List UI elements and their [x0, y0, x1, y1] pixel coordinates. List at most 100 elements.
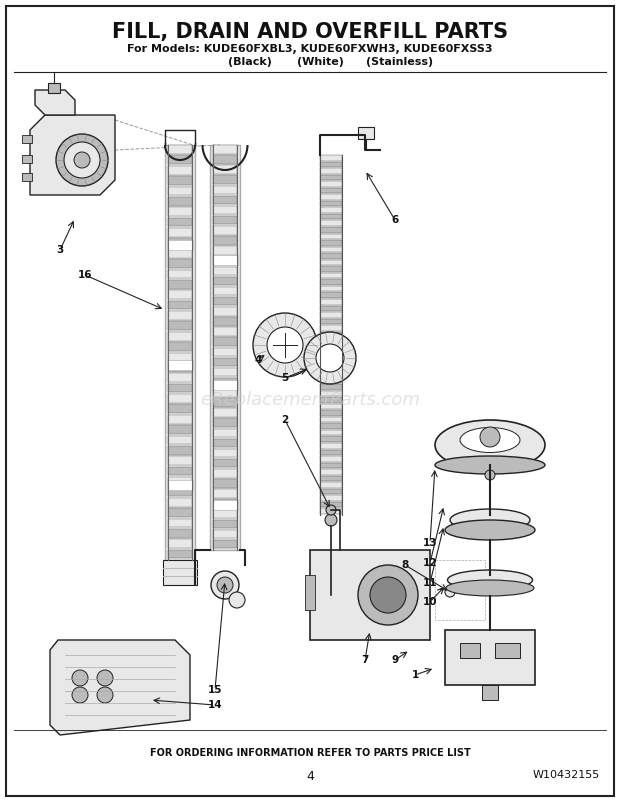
Bar: [168, 228, 192, 237]
Bar: [460, 643, 480, 658]
Bar: [168, 301, 192, 310]
Circle shape: [445, 587, 455, 597]
Text: (Stainless): (Stainless): [366, 57, 433, 67]
Bar: [320, 279, 342, 285]
Bar: [320, 233, 342, 239]
Circle shape: [358, 565, 418, 625]
Ellipse shape: [448, 570, 533, 590]
Bar: [168, 176, 192, 185]
Bar: [320, 214, 342, 220]
Text: 10: 10: [423, 597, 437, 607]
Bar: [495, 643, 520, 658]
Circle shape: [253, 313, 317, 377]
Text: 3: 3: [56, 245, 64, 255]
Bar: [168, 404, 192, 413]
Bar: [168, 519, 192, 528]
Circle shape: [304, 332, 356, 384]
Bar: [213, 236, 237, 245]
Bar: [168, 498, 192, 507]
Bar: [168, 446, 192, 455]
Bar: [168, 394, 192, 403]
Bar: [320, 247, 342, 252]
Bar: [320, 338, 342, 344]
Bar: [22, 135, 32, 143]
Text: 6: 6: [391, 215, 399, 225]
Bar: [320, 436, 342, 442]
Ellipse shape: [460, 427, 520, 452]
Bar: [320, 318, 342, 324]
Bar: [165, 145, 195, 560]
Bar: [320, 273, 342, 278]
Bar: [168, 238, 192, 247]
Bar: [168, 363, 192, 371]
Bar: [320, 208, 342, 213]
Bar: [320, 181, 342, 187]
Bar: [213, 509, 237, 518]
Bar: [168, 156, 192, 164]
Circle shape: [64, 142, 100, 178]
Bar: [320, 378, 342, 383]
Bar: [213, 347, 237, 356]
Circle shape: [74, 152, 90, 168]
Bar: [168, 549, 192, 558]
Bar: [168, 249, 192, 257]
Text: For Models: KUDE60FXBL3, KUDE60FXWH3, KUDE60FXSS3: For Models: KUDE60FXBL3, KUDE60FXWH3, KU…: [127, 44, 493, 54]
Ellipse shape: [445, 520, 535, 540]
Bar: [213, 216, 237, 225]
Bar: [210, 145, 240, 550]
Bar: [168, 456, 192, 465]
Text: 4: 4: [306, 770, 314, 783]
Circle shape: [326, 505, 336, 515]
Bar: [320, 240, 342, 245]
Bar: [320, 423, 342, 429]
Bar: [213, 489, 237, 498]
Bar: [320, 488, 342, 494]
Text: 5: 5: [281, 373, 289, 383]
Circle shape: [325, 514, 337, 526]
Bar: [213, 469, 237, 478]
Bar: [320, 496, 342, 501]
Text: (White): (White): [296, 57, 343, 67]
Bar: [168, 488, 192, 496]
Bar: [168, 373, 192, 382]
Bar: [213, 449, 237, 457]
Bar: [320, 351, 342, 357]
Bar: [213, 145, 237, 154]
Text: (Black): (Black): [228, 57, 272, 67]
Bar: [213, 428, 237, 437]
Bar: [168, 435, 192, 444]
Circle shape: [316, 344, 344, 372]
Circle shape: [229, 592, 245, 608]
Bar: [168, 529, 192, 537]
Bar: [320, 364, 342, 370]
Bar: [168, 217, 192, 226]
Text: 7: 7: [361, 655, 369, 665]
Ellipse shape: [450, 509, 530, 531]
Bar: [168, 311, 192, 320]
Bar: [168, 539, 192, 548]
Bar: [320, 260, 342, 265]
Circle shape: [97, 687, 113, 703]
Circle shape: [72, 670, 88, 686]
Bar: [213, 226, 237, 235]
Text: 8: 8: [401, 560, 409, 570]
Bar: [320, 266, 342, 272]
Bar: [168, 353, 192, 362]
Bar: [168, 332, 192, 341]
Bar: [320, 345, 342, 350]
Bar: [213, 327, 237, 336]
Bar: [320, 476, 342, 481]
Bar: [22, 173, 32, 181]
Bar: [48, 83, 60, 93]
Bar: [320, 384, 342, 390]
Bar: [320, 403, 342, 409]
Bar: [320, 358, 342, 363]
Bar: [305, 575, 315, 610]
Bar: [213, 358, 237, 367]
Bar: [168, 467, 192, 476]
Bar: [213, 419, 237, 427]
Bar: [22, 155, 32, 163]
Bar: [213, 530, 237, 538]
Bar: [213, 479, 237, 488]
Text: FOR ORDERING INFORMATION REFER TO PARTS PRICE LIST: FOR ORDERING INFORMATION REFER TO PARTS …: [149, 748, 471, 758]
